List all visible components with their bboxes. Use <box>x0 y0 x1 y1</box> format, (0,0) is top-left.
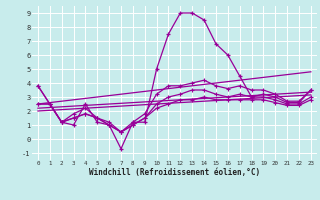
X-axis label: Windchill (Refroidissement éolien,°C): Windchill (Refroidissement éolien,°C) <box>89 168 260 177</box>
